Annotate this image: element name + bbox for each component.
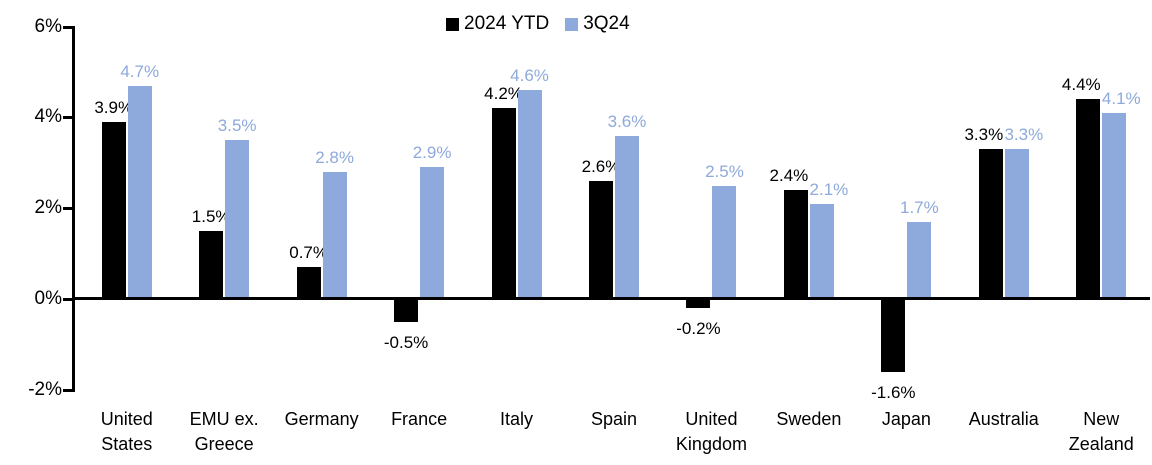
value-label-2024-ytd-italy: 4.2% xyxy=(484,84,523,104)
bar-2024-ytd-france xyxy=(394,299,419,322)
legend-swatch-3q24 xyxy=(565,17,579,31)
y-axis-tick-2 xyxy=(63,388,72,392)
value-label-2024-ytd-germany: 0.7% xyxy=(289,243,328,263)
value-label-3q24-united-kingdom: 2.5% xyxy=(705,161,744,181)
value-label-3q24-united-states: 4.7% xyxy=(120,61,160,81)
bar-2024-ytd-united-kingdom xyxy=(686,299,711,309)
legend-item-2024-ytd: 2024 YTD xyxy=(446,13,549,35)
value-label-2024-ytd-united-states: 3.9% xyxy=(94,97,134,117)
value-label-2024-ytd-new-zealand: 4.4% xyxy=(1061,75,1101,95)
x-axis-baseline xyxy=(75,297,1150,300)
y-axis-tick-0 xyxy=(63,298,72,301)
value-label-3q24-emu-ex-greece: 3.5% xyxy=(217,116,257,136)
bar-2024-ytd-japan xyxy=(881,299,906,372)
value-label-2024-ytd-france: -0.5% xyxy=(383,332,429,352)
bar-3q24-germany xyxy=(322,171,347,299)
y-axis-tick-4 xyxy=(63,116,72,120)
bar-3q24-united-states xyxy=(127,85,152,299)
category-label-germany: Germany xyxy=(284,409,359,429)
bar-3q24-emu-ex-greece xyxy=(225,140,250,299)
value-label-2024-ytd-united-kingdom: -0.2% xyxy=(676,319,721,339)
bar-2024-ytd-emu-ex-greece xyxy=(199,230,224,299)
category-label-emu-ex-greece: EMU ex. Greece xyxy=(189,409,259,454)
bar-3q24-italy xyxy=(517,90,542,299)
bar-3q24-new-zealand xyxy=(1102,112,1127,299)
bar-2024-ytd-italy xyxy=(491,108,516,299)
chart-legend: 2024 YTD 3Q24 xyxy=(446,13,630,35)
category-label-new-zealand: New Zealand xyxy=(1068,409,1134,454)
y-axis-label-2: 2% xyxy=(34,197,62,219)
bar-2024-ytd-australia xyxy=(978,149,1003,299)
value-label-2024-ytd-japan: -1.6% xyxy=(871,382,916,402)
bar-3q24-australia xyxy=(1004,149,1029,299)
y-axis-label-2: -2% xyxy=(28,378,62,400)
bar-3q24-united-kingdom xyxy=(712,185,737,299)
legend-swatch-2024-ytd xyxy=(446,17,459,31)
y-axis-label-6: 6% xyxy=(34,15,62,37)
bar-2024-ytd-united-states xyxy=(101,121,126,299)
y-axis-line xyxy=(72,25,75,392)
value-label-3q24-france: 2.9% xyxy=(412,143,452,163)
bar-2024-ytd-sweden xyxy=(783,190,808,299)
bar-3q24-france xyxy=(420,167,445,299)
legend-label-3q24: 3Q24 xyxy=(583,13,630,34)
category-label-spain: Spain xyxy=(590,409,638,429)
value-label-2024-ytd-sweden: 2.4% xyxy=(769,166,809,186)
value-label-2024-ytd-spain: 2.6% xyxy=(581,156,621,176)
value-label-3q24-new-zealand: 4.1% xyxy=(1101,88,1141,108)
y-axis-label-4: 4% xyxy=(34,106,62,128)
y-axis-label-0: 0% xyxy=(34,288,62,309)
value-label-3q24-japan: 1.7% xyxy=(899,197,939,217)
bar-3q24-japan xyxy=(907,221,932,299)
category-label-united-states: United States xyxy=(100,409,153,454)
bar-3q24-spain xyxy=(615,135,639,299)
category-label-united-kingdom: United Kingdom xyxy=(675,409,747,454)
y-axis-tick-6 xyxy=(63,25,72,29)
bar-2024-ytd-spain xyxy=(589,180,613,299)
category-label-italy: Italy xyxy=(500,409,534,429)
legend-item-3q24: 3Q24 xyxy=(565,13,630,35)
category-label-france: France xyxy=(391,409,448,429)
legend-label-2024-ytd: 2024 YTD xyxy=(464,13,550,34)
category-label-australia: Australia xyxy=(968,409,1039,429)
bar-2024-ytd-germany xyxy=(296,267,321,299)
y-axis-tick-2 xyxy=(63,207,72,211)
value-label-3q24-spain: 3.6% xyxy=(607,111,647,131)
value-label-3q24-australia: 3.3% xyxy=(1004,125,1044,145)
bar-3q24-sweden xyxy=(809,203,834,299)
bar-2024-ytd-new-zealand xyxy=(1076,99,1101,299)
value-label-3q24-germany: 2.8% xyxy=(315,147,354,167)
value-label-2024-ytd-australia: 3.3% xyxy=(964,125,1004,145)
value-label-3q24-italy: 4.6% xyxy=(510,66,549,86)
value-label-2024-ytd-emu-ex-greece: 1.5% xyxy=(191,206,231,226)
category-label-japan: Japan xyxy=(881,409,931,429)
value-label-3q24-sweden: 2.1% xyxy=(809,179,849,199)
category-label-sweden: Sweden xyxy=(776,409,842,429)
